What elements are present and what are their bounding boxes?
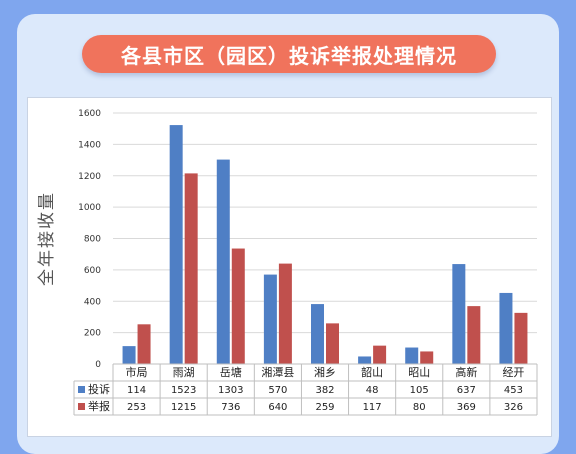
data-value: 117 — [363, 402, 382, 413]
bar-report — [231, 248, 245, 364]
data-value: 326 — [504, 402, 523, 413]
legend-swatch — [78, 403, 85, 410]
bar-report — [373, 345, 387, 364]
bar-report — [137, 324, 151, 364]
data-value: 1303 — [218, 385, 243, 396]
legend-label: 举报 — [88, 399, 110, 413]
data-value: 259 — [315, 402, 334, 413]
y-tick-label: 1400 — [78, 140, 101, 150]
bar-report — [278, 263, 292, 364]
data-value: 637 — [457, 385, 476, 396]
data-value: 369 — [457, 402, 476, 413]
bar-report — [326, 323, 339, 364]
bar-complaint — [311, 304, 324, 364]
data-value: 453 — [504, 385, 523, 396]
y-tick-label: 800 — [84, 235, 101, 245]
data-value: 1523 — [171, 385, 196, 396]
bar-complaint — [358, 356, 372, 364]
y-tick-label: 400 — [84, 297, 101, 307]
bar-complaint — [216, 159, 230, 364]
data-value: 570 — [268, 385, 287, 396]
y-tick-label: 1200 — [78, 172, 101, 182]
bar-report — [514, 312, 528, 364]
category-label: 雨湖 — [173, 366, 195, 379]
data-value: 382 — [315, 385, 334, 396]
data-value: 105 — [410, 385, 429, 396]
bar-report — [467, 306, 481, 364]
bar-complaint — [405, 347, 419, 364]
y-tick-label: 1600 — [78, 109, 101, 119]
bar-report — [184, 173, 198, 364]
bar-complaint — [169, 125, 183, 364]
category-label: 韶山 — [361, 365, 383, 379]
category-label: 高新 — [455, 365, 477, 379]
data-value: 253 — [127, 402, 146, 413]
legend-label: 投诉 — [88, 382, 110, 396]
bar-complaint — [452, 264, 466, 364]
legend-swatch — [78, 386, 85, 393]
data-value: 640 — [268, 402, 287, 413]
data-value: 48 — [366, 385, 379, 396]
data-value: 1215 — [171, 402, 196, 413]
category-label: 岳塘 — [220, 365, 242, 379]
category-label: 昭山 — [408, 366, 430, 379]
data-value: 114 — [127, 385, 146, 396]
bar-report — [420, 351, 434, 364]
category-label: 湘乡 — [314, 365, 336, 379]
y-tick-label: 600 — [84, 266, 101, 276]
bar-complaint — [499, 292, 513, 364]
y-axis-label: 全年接收量 — [37, 191, 57, 286]
category-label: 湘潭县 — [261, 365, 294, 379]
category-label: 市局 — [126, 365, 148, 379]
chart-title-banner: 各县市区（园区）投诉举报处理情况 — [82, 35, 496, 73]
data-value: 736 — [221, 402, 240, 413]
y-tick-label: 0 — [95, 360, 101, 370]
y-tick-label: 200 — [84, 329, 101, 339]
bar-complaint — [263, 274, 277, 364]
bar-complaint — [122, 346, 136, 364]
y-tick-label: 1000 — [78, 203, 101, 213]
category-label: 经开 — [502, 366, 524, 379]
data-value: 80 — [413, 402, 426, 413]
